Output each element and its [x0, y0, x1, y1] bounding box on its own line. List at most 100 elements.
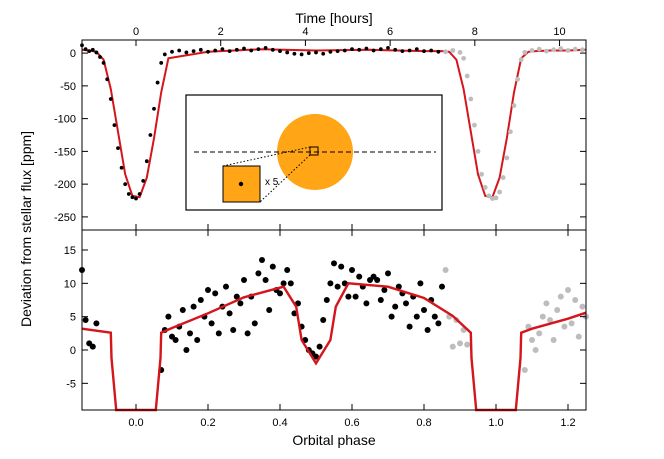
bottom-grey-point: [529, 337, 535, 343]
bottom-grey-point: [561, 323, 568, 330]
top-dark-point: [130, 195, 135, 200]
top-dark-point: [198, 47, 203, 52]
bottom-dark-point: [82, 317, 89, 323]
zoomed-planet: [238, 181, 244, 187]
top-grey-point: [511, 103, 517, 108]
top-grey-point: [493, 195, 499, 201]
bottom-dark-point: [406, 323, 413, 330]
top-dark-point: [357, 47, 362, 52]
top-dark-point: [342, 48, 347, 53]
bottom-x-tick-label: 1.0: [488, 417, 503, 429]
bottom-dark-point: [251, 320, 258, 327]
top-dark-point: [414, 47, 419, 52]
top-grey-point: [544, 48, 549, 54]
bottom-dark-point: [295, 300, 301, 307]
bottom-x-tick-label: 0.4: [272, 417, 287, 429]
top-dark-point: [429, 48, 434, 53]
top-dark-point: [170, 49, 174, 54]
top-grey-point: [572, 46, 578, 52]
bottom-panel-phase-curve: 15 10 5 0 -5 0.0 0.2 0.4 0.6 0.8 1.0 1.2: [64, 229, 589, 429]
bottom-plot-frame: [81, 229, 587, 411]
top-dark-point: [321, 51, 326, 56]
bottom-dark-point: [226, 310, 233, 317]
top-grey-point: [518, 57, 524, 63]
top-dark-point: [191, 49, 196, 54]
bottom-grey-point: [557, 293, 564, 300]
top-y-tick-label: 0: [70, 48, 76, 60]
top-dark-point: [270, 47, 275, 52]
bottom-dark-point: [413, 313, 420, 320]
top-grey-point: [490, 196, 495, 201]
top-grey-point: [551, 47, 556, 53]
bottom-dark-point: [417, 280, 424, 287]
bottom-dark-point: [374, 277, 381, 283]
top-dark-point: [371, 48, 376, 53]
bottom-dark-point: [277, 290, 283, 297]
top-grey-point: [457, 50, 463, 55]
bottom-dark-point: [334, 283, 341, 290]
bottom-y-tick-label: 5: [70, 312, 76, 324]
bottom-grey-point: [457, 340, 463, 347]
bottom-y-tick-label: 10: [64, 278, 76, 290]
top-x-tick-label: 8: [472, 26, 478, 38]
top-dark-point: [220, 47, 225, 52]
top-grey-point: [500, 175, 506, 180]
bottom-dark-point: [237, 300, 244, 307]
bottom-dark-point: [187, 330, 193, 337]
top-y-tick-label: -250: [54, 212, 76, 224]
top-dark-point: [101, 61, 106, 65]
top-grey-point: [443, 49, 448, 55]
top-ticks-group: 0 -50 -100 -150 -200 -250 0 2 4 6 8 10: [54, 26, 586, 230]
bottom-ticks-group: 15 10 5 0 -5 0.0 0.2 0.4 0.6 0.8 1.0 1.2: [64, 230, 586, 429]
bottom-dark-point: [89, 343, 96, 350]
zoomed-planet-box: [222, 165, 261, 203]
top-dark-point: [159, 61, 164, 65]
top-dark-point: [119, 165, 124, 170]
zoom-line-top: [222, 146, 311, 167]
top-grey-points-group: [443, 46, 585, 201]
top-dark-point: [108, 97, 113, 101]
top-dark-point: [242, 46, 246, 51]
bottom-dark-point: [327, 280, 334, 287]
top-grey-point: [486, 193, 492, 199]
top-dark-point: [328, 49, 333, 54]
top-dark-point: [123, 182, 128, 187]
bottom-dark-point: [212, 290, 219, 297]
top-dark-point: [98, 55, 102, 59]
top-x-tick-label: 0: [133, 26, 139, 38]
bottom-grey-point: [565, 287, 571, 293]
bottom-dark-point: [395, 283, 402, 290]
bottom-dark-point: [403, 300, 409, 307]
top-y-tick-label: -200: [54, 179, 76, 191]
bottom-dark-point: [356, 273, 363, 280]
bottom-x-tick-label: 0.6: [344, 417, 359, 429]
top-y-tick-label: -100: [54, 114, 76, 126]
top-axis-title: Time [hours]: [295, 10, 372, 26]
bottom-dark-point: [313, 353, 319, 360]
bottom-dark-point: [262, 277, 269, 283]
top-grey-point: [522, 50, 528, 55]
bottom-dark-point: [331, 260, 337, 267]
top-dark-point: [314, 50, 318, 55]
bottom-dark-point: [392, 303, 399, 310]
top-dark-point: [90, 47, 95, 52]
bottom-x-tick-label: 0.0: [128, 417, 143, 429]
bottom-dark-point: [244, 330, 251, 337]
top-x-tick-label: 10: [553, 26, 565, 38]
top-dark-point: [206, 49, 210, 54]
bottom-grey-point: [525, 323, 532, 330]
zoom-factor-label: x 5: [265, 177, 279, 188]
bottom-dark-point: [215, 330, 222, 337]
top-dark-point: [152, 106, 156, 111]
top-grey-point: [508, 129, 513, 135]
bottom-grey-point: [442, 267, 449, 273]
bottom-x-tick-label: 1.2: [560, 417, 575, 429]
bottom-y-tick-label: 0: [70, 345, 76, 357]
bottom-dark-point: [421, 307, 427, 313]
bottom-dark-point: [197, 297, 204, 303]
bottom-grey-point: [532, 347, 539, 353]
top-dark-point: [162, 52, 167, 57]
bottom-dark-point: [269, 263, 276, 270]
bottom-dark-point: [388, 313, 395, 320]
